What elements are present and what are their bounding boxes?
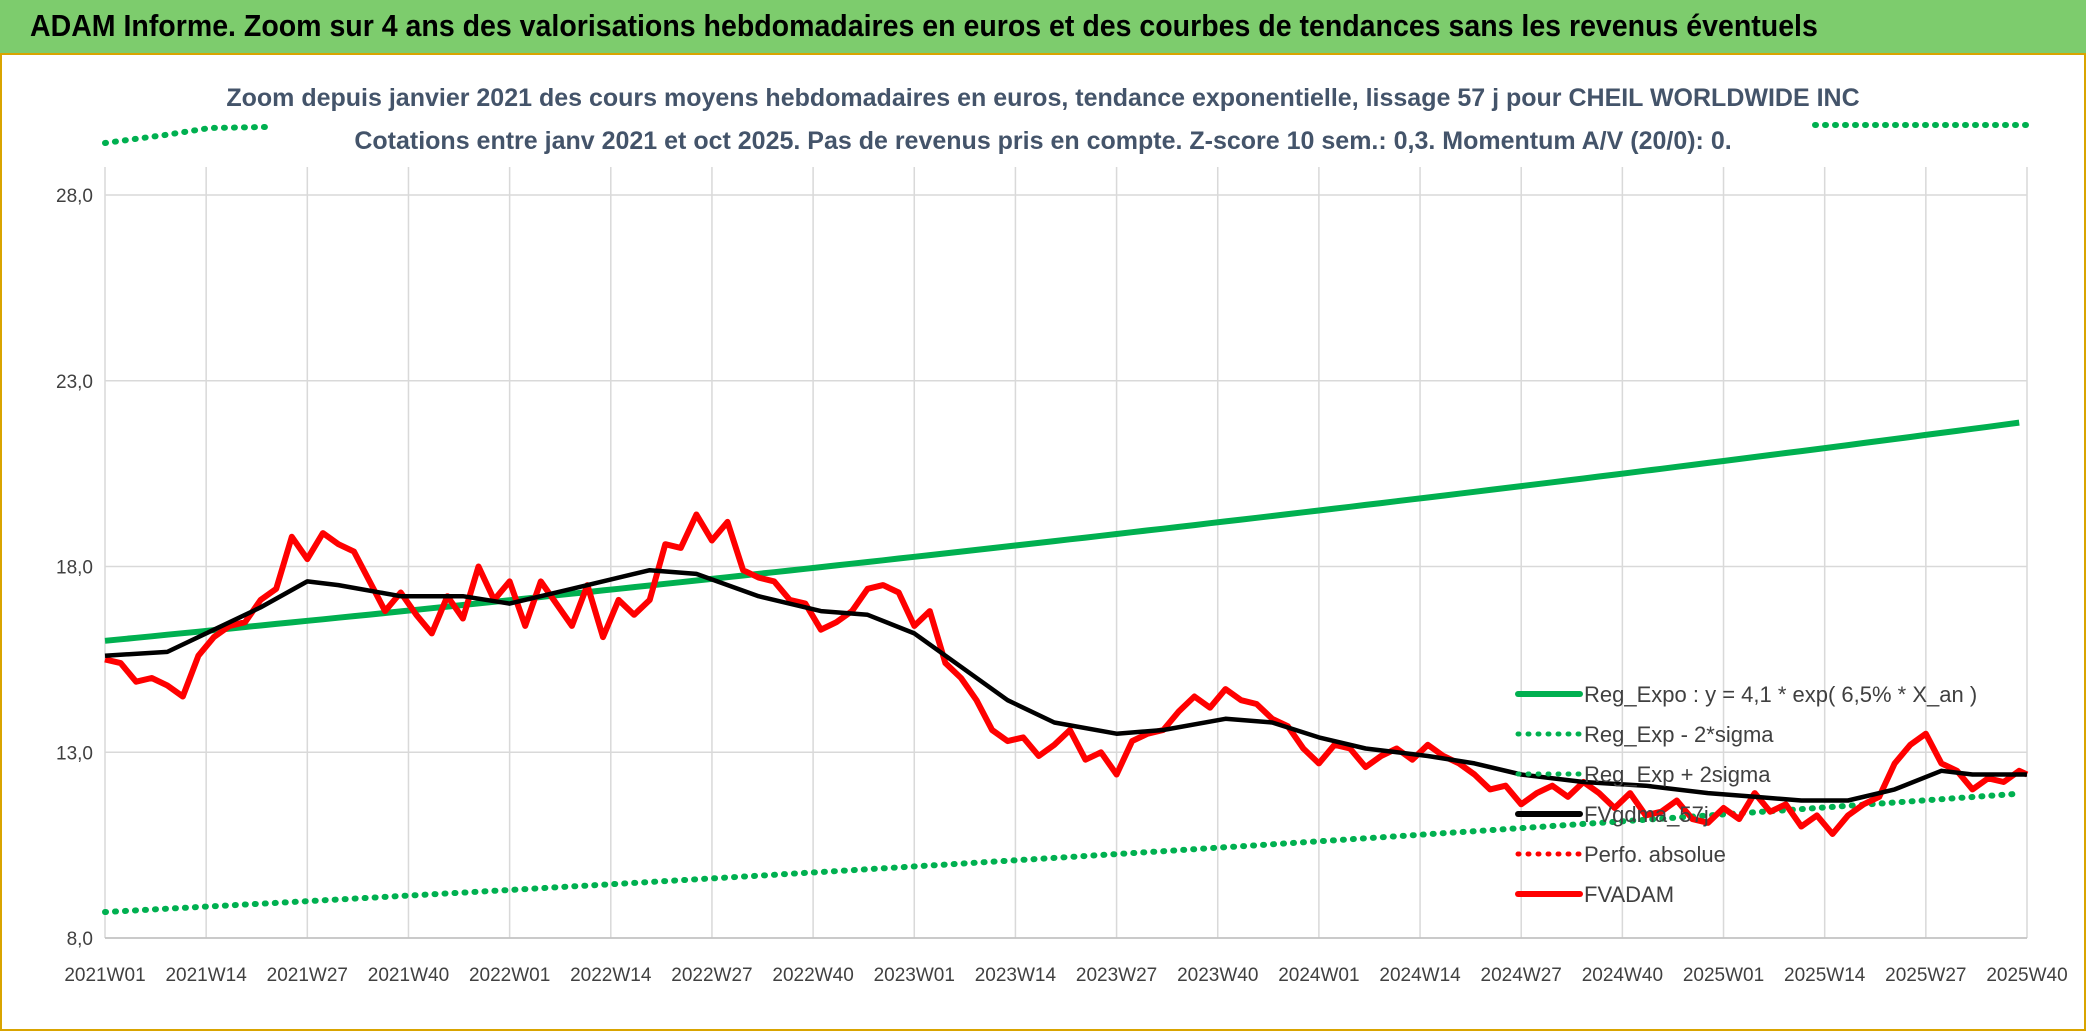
x-tick-label: 2025W01: [1683, 965, 1764, 986]
x-tick-label: 2023W14: [975, 965, 1057, 986]
x-tick-label: 2024W40: [1582, 965, 1663, 986]
y-tick-label: 28,0: [56, 186, 93, 207]
legend-label: Reg_Exp - 2*sigma: [1584, 722, 1774, 747]
x-tick-label: 2023W27: [1076, 965, 1157, 986]
series-fvgdma-57j: [104, 567, 2027, 803]
chart-title-line-1: Zoom depuis janvier 2021 des cours moyen…: [226, 84, 1860, 112]
series-fvadam: [104, 511, 2029, 837]
x-tick-label: 2023W40: [1177, 965, 1258, 986]
x-tick-label: 2024W14: [1379, 965, 1461, 986]
x-tick-label: 2024W27: [1481, 965, 1562, 986]
y-tick-label: 8,0: [67, 929, 93, 950]
x-tick-label: 2021W14: [165, 965, 247, 986]
y-tick-label: 23,0: [56, 372, 93, 393]
x-tick-label: 2022W27: [671, 965, 752, 986]
legend-label: Reg_Expo : y = 4,1 * exp( 6,5% * X_an ): [1584, 682, 1977, 707]
x-tick-label: 2021W40: [368, 965, 449, 986]
legend-label: FVADAM: [1584, 882, 1674, 907]
x-tick-label: 2025W27: [1885, 965, 1966, 986]
page-title: ADAM Informe. Zoom sur 4 ans des valoris…: [30, 8, 1818, 43]
series-reg-exp-minus-2sigma: [102, 790, 2023, 915]
x-tick-label: 2023W01: [874, 965, 955, 986]
series-reg-exp-plus-2sigma: [102, 124, 268, 146]
x-tick-label: 2022W01: [469, 965, 550, 986]
y-tick-label: 18,0: [56, 558, 93, 579]
legend-label: Reg_Exp + 2sigma: [1584, 762, 1771, 787]
legend-label: FVgdma_57j: [1584, 802, 1709, 827]
chart-title-line-2: Cotations entre janv 2021 et oct 2025. P…: [354, 127, 1732, 155]
x-tick-label: 2025W14: [1784, 965, 1866, 986]
legend-label: Perfo. absolue: [1584, 842, 1726, 867]
x-tick-label: 2024W01: [1278, 965, 1359, 986]
y-tick-label: 13,0: [56, 743, 93, 764]
x-tick-label: 2022W14: [570, 965, 652, 986]
x-tick-label: 2022W40: [772, 965, 853, 986]
header-banner: ADAM Informe. Zoom sur 4 ans des valoris…: [0, 0, 2086, 55]
x-tick-label: 2021W27: [267, 965, 348, 986]
x-tick-label: 2021W01: [64, 965, 145, 986]
x-tick-label: 2025W40: [1986, 965, 2067, 986]
series-reg-expo: [104, 419, 2020, 644]
